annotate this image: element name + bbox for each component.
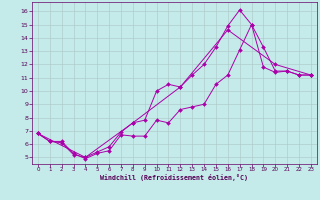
- X-axis label: Windchill (Refroidissement éolien,°C): Windchill (Refroidissement éolien,°C): [100, 174, 248, 181]
